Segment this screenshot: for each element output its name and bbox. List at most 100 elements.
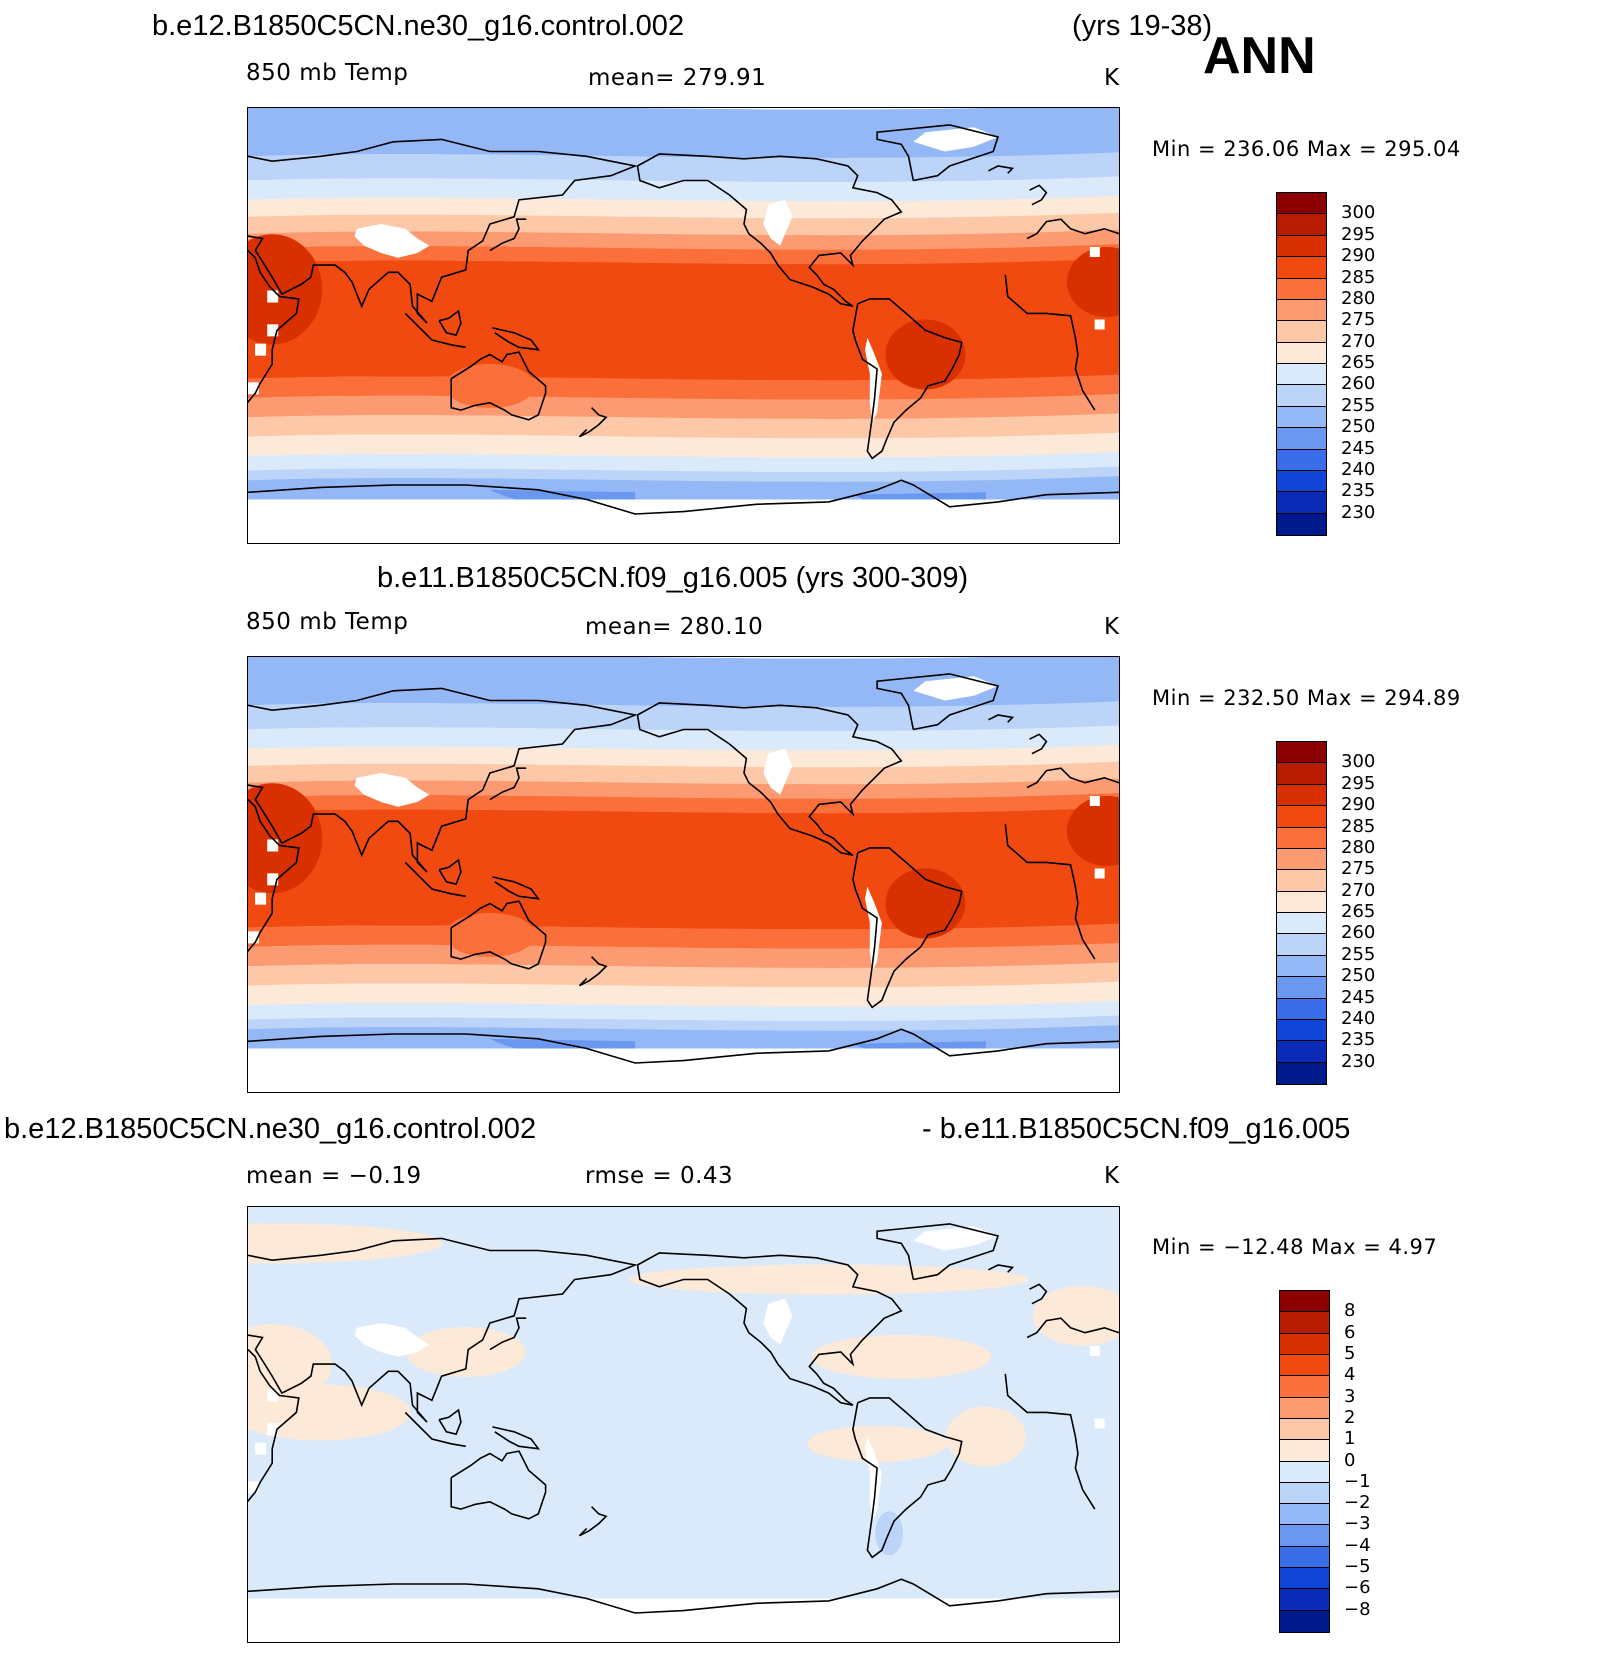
panel3-mean: mean = −0.19 — [246, 1163, 422, 1189]
colorbar-box — [1277, 193, 1326, 215]
colorbar-box — [1277, 913, 1326, 935]
colorbar-label: 250 — [1341, 416, 1376, 438]
colorbar-box — [1277, 848, 1326, 871]
panel2-units: K — [1104, 614, 1120, 640]
panel1-map-field — [248, 108, 1119, 543]
colorbar-label: 4 — [1344, 1364, 1356, 1386]
colorbar-label: 235 — [1341, 1029, 1376, 1051]
colorbar-box — [1277, 891, 1326, 913]
panel3-map-field — [248, 1207, 1119, 1642]
colorbar-label: 235 — [1341, 480, 1376, 502]
colorbar-box — [1280, 1546, 1329, 1569]
colorbar-label: 1 — [1344, 1428, 1356, 1450]
colorbar-label: 290 — [1341, 794, 1376, 816]
colorbar-label: 230 — [1341, 501, 1376, 523]
coastlines — [248, 1223, 1119, 1614]
colorbar-label: 0 — [1344, 1449, 1356, 1471]
colorbar-box — [1280, 1525, 1329, 1547]
colorbar-box — [1277, 806, 1326, 828]
colorbar-box — [1280, 1589, 1329, 1611]
colorbar-label: 270 — [1341, 330, 1376, 352]
colorbar-label: 265 — [1341, 901, 1376, 922]
colorbar-box — [1280, 1568, 1329, 1590]
colorbar-box — [1277, 428, 1326, 450]
colorbar-box — [1280, 1397, 1329, 1419]
colorbar-box — [1277, 449, 1326, 471]
colorbar-label: 240 — [1341, 458, 1376, 480]
colorbar-box — [1277, 299, 1326, 322]
colorbar-label: 295 — [1341, 223, 1376, 245]
colorbar-label: 300 — [1341, 751, 1376, 773]
colorbar-label: 260 — [1341, 922, 1376, 944]
case2-title: b.e11.B1850C5CN.f09_g16.005 (yrs 300-309… — [377, 562, 969, 594]
coastlines — [248, 124, 1119, 515]
colorbar-box — [1277, 364, 1326, 386]
colorbar-box — [1277, 406, 1326, 429]
diff-right-title: - b.e11.B1850C5CN.f09_g16.005 — [922, 1113, 1351, 1145]
panel3-colorbar — [1279, 1290, 1330, 1633]
colorbar-box — [1277, 934, 1326, 956]
colorbar-label: 260 — [1341, 373, 1376, 395]
colorbar-box — [1280, 1291, 1329, 1313]
colorbar-box — [1280, 1461, 1329, 1483]
colorbar-label: 300 — [1341, 202, 1376, 224]
colorbar-box — [1280, 1354, 1329, 1377]
colorbar-label: 270 — [1341, 879, 1376, 901]
colorbar-box — [1277, 1019, 1326, 1042]
colorbar-box — [1277, 1041, 1326, 1063]
colorbar-box — [1277, 870, 1326, 892]
colorbar-label: 3 — [1344, 1385, 1356, 1407]
case1-years: (yrs 19-38) — [1072, 10, 1213, 42]
diff-left-title: b.e12.B1850C5CN.ne30_g16.control.002 — [4, 1113, 537, 1145]
colorbar-box — [1277, 827, 1326, 849]
colorbar-box — [1277, 214, 1326, 236]
colorbar-label: 255 — [1341, 394, 1376, 416]
colorbar-box — [1280, 1418, 1329, 1441]
coastlines — [248, 673, 1119, 1064]
colorbar-label: 230 — [1341, 1050, 1376, 1072]
colorbar-label: −8 — [1344, 1598, 1371, 1620]
colorbar-box — [1277, 513, 1326, 535]
panel2-map-field — [248, 657, 1119, 1092]
colorbar-label: −5 — [1344, 1556, 1371, 1578]
field — [248, 108, 1119, 543]
panel1-colorbar — [1276, 192, 1327, 536]
panel2-colorbar — [1276, 741, 1327, 1085]
colorbar-label: 250 — [1341, 965, 1376, 987]
colorbar-label: 240 — [1341, 1007, 1376, 1029]
colorbar-box — [1277, 235, 1326, 258]
colorbar-box — [1280, 1440, 1329, 1462]
panel3-map — [247, 1206, 1120, 1643]
panel1-minmax: Min = 236.06 Max = 295.04 — [1152, 137, 1461, 161]
panel1-map — [247, 107, 1120, 544]
panel2-mean: mean= 280.10 — [585, 614, 764, 640]
panel1-units: K — [1104, 65, 1120, 91]
season-label: ANN — [1203, 27, 1316, 85]
colorbar-box — [1277, 998, 1326, 1020]
colorbar-label: 8 — [1344, 1300, 1356, 1322]
colorbar-box — [1280, 1376, 1329, 1398]
colorbar-label: 255 — [1341, 943, 1376, 965]
panel2-variable: 850 mb Temp — [246, 609, 409, 635]
colorbar-box — [1280, 1482, 1329, 1505]
panel3-rmse: rmse = 0.43 — [585, 1163, 734, 1189]
colorbar-label: 265 — [1341, 352, 1376, 373]
case1-title: b.e12.B1850C5CN.ne30_g16.control.002 — [152, 10, 685, 42]
panel1-mean: mean= 279.91 — [588, 65, 767, 91]
colorbar-label: −3 — [1344, 1513, 1371, 1535]
colorbar-box — [1280, 1333, 1329, 1355]
colorbar-label: 2 — [1344, 1406, 1356, 1428]
field — [248, 1207, 1119, 1642]
panel3-minmax: Min = −12.48 Max = 4.97 — [1152, 1235, 1438, 1259]
colorbar-label: 285 — [1341, 815, 1376, 837]
colorbar-label: −4 — [1344, 1534, 1371, 1556]
colorbar-box — [1280, 1610, 1329, 1632]
colorbar-box — [1277, 1062, 1326, 1084]
colorbar-label: −2 — [1344, 1492, 1371, 1514]
colorbar-box — [1277, 977, 1326, 999]
missing-terrain — [248, 676, 1119, 1092]
colorbar-label: 275 — [1341, 309, 1376, 331]
colorbar-box — [1277, 470, 1326, 493]
colorbar-box — [1277, 385, 1326, 407]
missing-terrain — [248, 127, 1119, 543]
